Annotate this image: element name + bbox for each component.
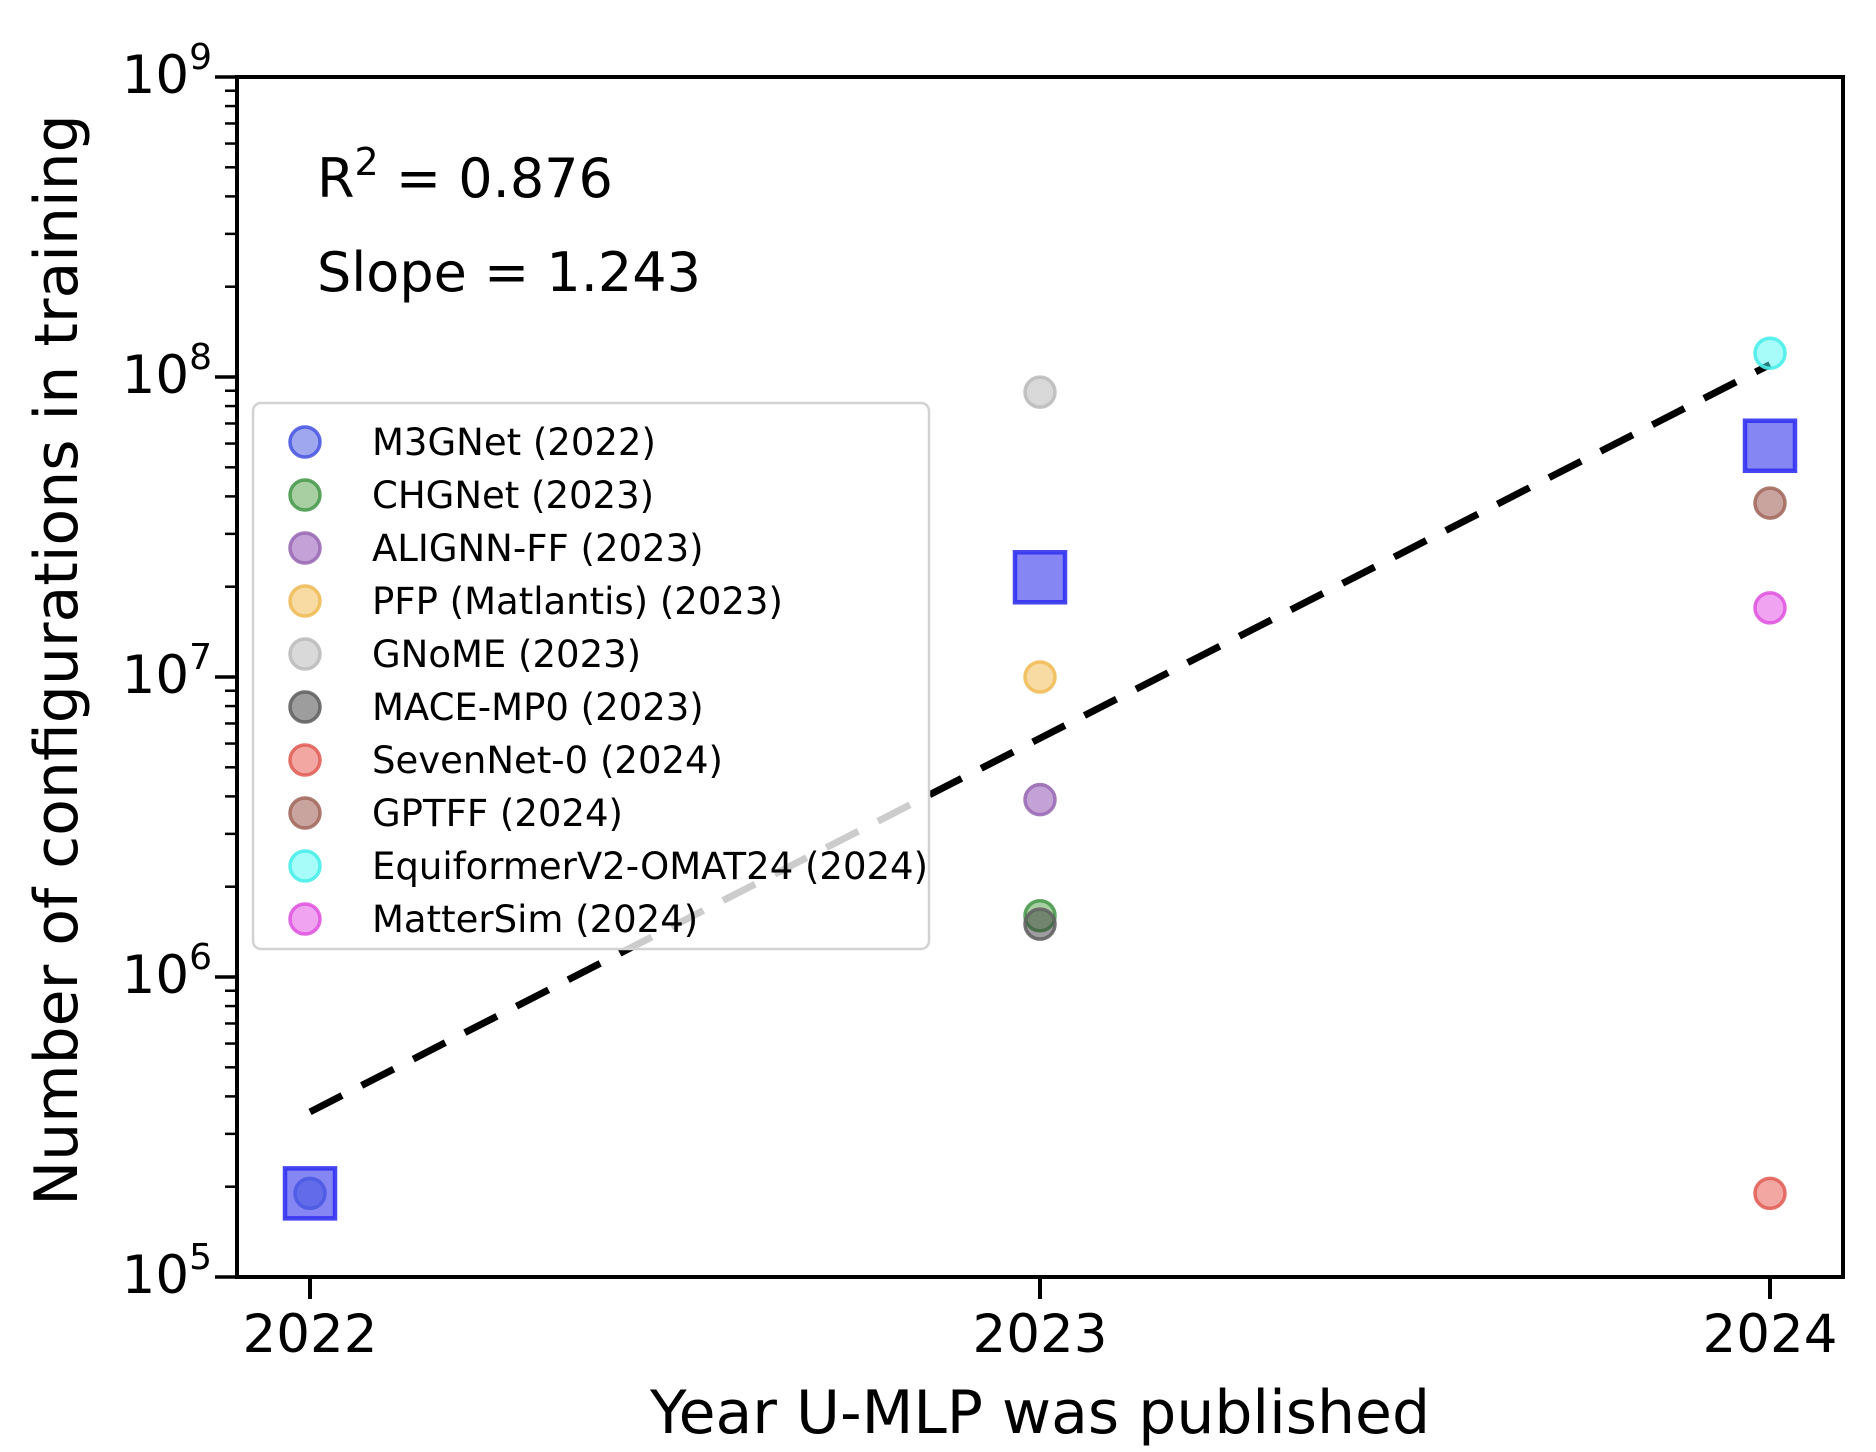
legend-label-8: GPTFF (2024) <box>372 792 623 835</box>
legend-marker-8 <box>288 796 322 830</box>
data-point-8 <box>1753 486 1787 520</box>
legend-marker-5 <box>288 637 322 671</box>
data-point-5 <box>1023 375 1057 409</box>
legend-label-3: ALIGNN-FF (2023) <box>372 527 704 570</box>
x-tick-label: 2022 <box>243 1304 378 1365</box>
data-point-9 <box>1753 336 1787 370</box>
x-tick-label: 2023 <box>973 1304 1108 1365</box>
legend-marker-6 <box>288 690 322 724</box>
legend-label-10: MatterSim (2024) <box>372 898 698 941</box>
legend-label-6: MACE-MP0 (2023) <box>372 686 704 729</box>
legend-marker-4 <box>288 584 322 618</box>
mean-square-2024 <box>1742 418 1798 473</box>
legend-label-4: PFP (Matlantis) (2023) <box>372 580 783 623</box>
legend-label-5: GNoME (2023) <box>372 633 641 676</box>
x-axis-label: Year U-MLP was published <box>649 1378 1431 1448</box>
plot-border <box>235 75 1845 1279</box>
legend-marker-3 <box>288 531 322 565</box>
legend-box <box>251 401 931 951</box>
trendline-dashed <box>308 361 1772 1116</box>
data-point-1 <box>293 1176 327 1211</box>
legend-marker-7 <box>288 743 322 777</box>
x-tick-label: 2024 <box>1703 1304 1838 1365</box>
legend-marker-9 <box>288 849 322 883</box>
legend-label-7: SevenNet-0 (2024) <box>372 739 723 782</box>
y-tick-label: 106 <box>122 937 212 1006</box>
y-axis-label: Number of configurations in training <box>22 114 92 1206</box>
slope-annotation: Slope = 1.243 <box>317 241 701 304</box>
y-tick-label: 107 <box>122 637 212 706</box>
legend-marker-2 <box>288 478 322 512</box>
data-point-7 <box>1753 1176 1787 1211</box>
legend-marker-1 <box>288 425 322 459</box>
legend-label-9: EquiformerV2-OMAT24 (2024) <box>372 845 928 888</box>
y-tick-label: 105 <box>122 1237 212 1306</box>
legend-marker-10 <box>288 902 322 936</box>
y-tick-label: 108 <box>122 337 212 406</box>
legend-label-2: CHGNet (2023) <box>372 474 654 517</box>
data-point-3 <box>1023 782 1057 817</box>
y-tick-label: 109 <box>122 37 212 106</box>
data-point-6 <box>1023 907 1057 941</box>
data-point-4 <box>1023 660 1057 694</box>
data-point-10 <box>1753 591 1787 625</box>
r-squared-annotation: R2 = 0.876 <box>317 140 613 210</box>
legend-label-1: M3GNet (2022) <box>372 421 656 464</box>
mean-square-2023 <box>1012 550 1068 605</box>
